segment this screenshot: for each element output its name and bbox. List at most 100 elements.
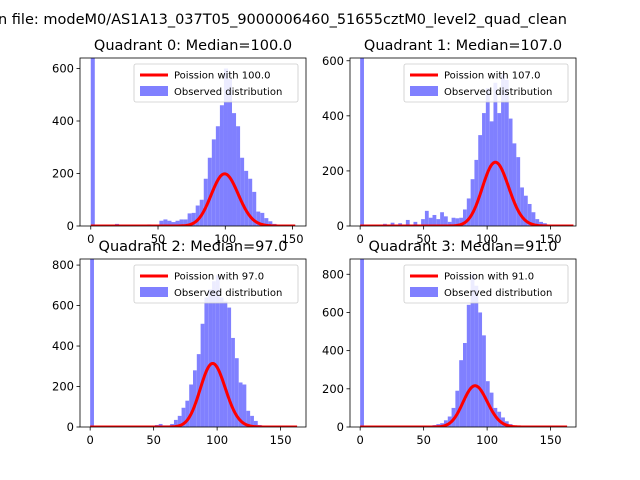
histogram-bar bbox=[474, 285, 479, 427]
axes-frame bbox=[349, 258, 577, 428]
histogram-bar bbox=[234, 358, 239, 427]
histogram-bar bbox=[360, 259, 364, 427]
histogram-bar bbox=[159, 220, 164, 226]
plot-area bbox=[359, 259, 568, 427]
histogram-bar bbox=[252, 191, 257, 226]
histogram-bar bbox=[390, 222, 395, 226]
histogram-bar bbox=[173, 419, 178, 427]
histogram-bar bbox=[451, 217, 456, 226]
y-tick-label: 400 bbox=[322, 109, 344, 123]
x-tick-label: 150 bbox=[270, 433, 292, 447]
legend-label-fit: Poission with 100.0 bbox=[174, 71, 270, 82]
x-tick-label: 0 bbox=[356, 232, 363, 246]
legend: Poission with 97.0 Observed distribution bbox=[133, 264, 299, 304]
histogram-bar bbox=[405, 219, 410, 226]
legend-label-fit: Poission with 97.0 bbox=[174, 272, 264, 283]
histogram-bar bbox=[447, 221, 452, 226]
axes-frame bbox=[349, 57, 577, 227]
legend: Poission with 91.0 Observed distribution bbox=[403, 264, 569, 304]
histogram-bar bbox=[443, 216, 448, 226]
histogram-bar bbox=[195, 205, 200, 226]
histogram-bar bbox=[504, 80, 509, 226]
histogram-bar bbox=[485, 88, 490, 226]
legend-bar-swatch bbox=[140, 287, 168, 297]
histogram-bar bbox=[207, 157, 212, 226]
histogram-bar bbox=[493, 82, 498, 226]
y-tick-label: 600 bbox=[52, 62, 74, 76]
x-tick-label: 100 bbox=[476, 433, 498, 447]
histogram-bar bbox=[167, 220, 172, 226]
y-tick-label: 600 bbox=[52, 299, 74, 313]
histogram-bar bbox=[212, 281, 216, 427]
histogram-bar bbox=[527, 203, 532, 226]
histogram-bar bbox=[508, 118, 513, 226]
histogram-bar bbox=[459, 360, 463, 427]
histogram-bar bbox=[231, 337, 235, 427]
poisson-fit-line bbox=[359, 160, 574, 226]
histogram-bar bbox=[242, 384, 247, 427]
legend-box bbox=[403, 63, 569, 103]
subplot-title: Quadrant 2: Median=97.0 bbox=[99, 239, 288, 255]
histogram-bar bbox=[443, 420, 448, 427]
histogram-bar bbox=[268, 221, 273, 226]
plot-area bbox=[90, 58, 296, 226]
histogram-bar bbox=[204, 297, 209, 427]
x-tick-label: 50 bbox=[151, 232, 166, 246]
histogram-bar bbox=[474, 159, 479, 226]
histogram-bar bbox=[158, 423, 163, 427]
y-tick-label: 400 bbox=[52, 114, 74, 128]
x-tick-label: 0 bbox=[356, 433, 363, 447]
histogram-bar bbox=[246, 410, 251, 427]
histogram-bar bbox=[211, 139, 216, 226]
histogram-bar bbox=[193, 370, 197, 427]
plot-area bbox=[359, 58, 574, 226]
histogram-bar bbox=[455, 218, 460, 226]
y-tick-label: 0 bbox=[67, 420, 74, 434]
y-tick-label: 200 bbox=[322, 164, 344, 178]
histogram-bar bbox=[256, 211, 261, 226]
histogram-bar bbox=[219, 297, 224, 427]
histogram-bar bbox=[470, 274, 475, 427]
histogram-bar bbox=[482, 113, 486, 226]
histogram-bar bbox=[478, 312, 483, 427]
x-tick-label: 100 bbox=[206, 433, 228, 447]
histogram-bar bbox=[501, 74, 505, 226]
x-tick-label: 150 bbox=[282, 232, 304, 246]
histogram-bar bbox=[463, 209, 467, 226]
axes-frame bbox=[79, 57, 307, 227]
x-tick-label: 100 bbox=[476, 232, 498, 246]
x-tick-label: 0 bbox=[86, 433, 93, 447]
y-tick-label: 200 bbox=[52, 167, 74, 181]
histogram-bar bbox=[523, 195, 528, 226]
histogram-bar bbox=[531, 212, 536, 226]
histogram-bar bbox=[424, 210, 429, 226]
legend-label-observed: Observed distribution bbox=[444, 288, 552, 299]
histogram-bar bbox=[248, 178, 253, 226]
histogram-bar bbox=[478, 135, 483, 226]
histogram-bar bbox=[179, 219, 184, 226]
x-tick-label: 50 bbox=[416, 232, 431, 246]
y-tick-label: 600 bbox=[322, 54, 344, 68]
histogram-bar bbox=[232, 113, 237, 226]
histogram-bar bbox=[539, 221, 543, 226]
histogram-bar bbox=[227, 79, 233, 226]
histogram-bar bbox=[482, 335, 486, 427]
histogram-bar bbox=[466, 304, 471, 427]
histogram-bar bbox=[497, 113, 502, 226]
subplot-title: Quadrant 1: Median=107.0 bbox=[364, 38, 562, 54]
histogram-bar bbox=[208, 289, 213, 427]
histogram-bar bbox=[177, 415, 182, 427]
histogram-bar bbox=[223, 301, 228, 427]
legend: Poission with 100.0 Observed distribution bbox=[133, 63, 299, 103]
histogram-bar bbox=[520, 187, 524, 226]
histogram-bar bbox=[413, 221, 418, 226]
y-tick-label: 400 bbox=[322, 344, 344, 358]
x-tick-label: 100 bbox=[214, 232, 236, 246]
histogram-bar bbox=[516, 157, 521, 226]
histogram-bar bbox=[187, 213, 192, 226]
histogram-bar bbox=[240, 157, 245, 226]
histogram-bar bbox=[535, 219, 540, 226]
histogram-bar bbox=[215, 275, 220, 427]
y-tick-label: 0 bbox=[337, 219, 344, 233]
